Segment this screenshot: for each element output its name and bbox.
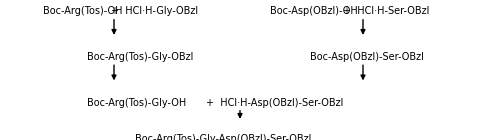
Text: +  HCl·H-Asp(OBzl)-Ser-OBzl: + HCl·H-Asp(OBzl)-Ser-OBzl <box>206 98 344 108</box>
Text: Boc-Arg(Tos)-Gly-OH: Boc-Arg(Tos)-Gly-OH <box>88 98 187 108</box>
Text: +  HCl·H-Gly-OBzl: + HCl·H-Gly-OBzl <box>111 6 198 16</box>
Text: Boc-Arg(Tos)-Gly-OBzl: Boc-Arg(Tos)-Gly-OBzl <box>88 52 194 62</box>
Text: Boc-Asp(OBzl)-OH: Boc-Asp(OBzl)-OH <box>270 6 358 16</box>
Text: +  HCl·H-Ser-OBzl: + HCl·H-Ser-OBzl <box>343 6 430 16</box>
Text: Boc-Asp(OBzl)-Ser-OBzl: Boc-Asp(OBzl)-Ser-OBzl <box>310 52 424 62</box>
Text: Boc-Arg(Tos)-OH: Boc-Arg(Tos)-OH <box>42 6 122 16</box>
Text: Boc-Arg(Tos)-Gly-Asp(OBzl)-Ser-OBzl: Boc-Arg(Tos)-Gly-Asp(OBzl)-Ser-OBzl <box>135 134 312 140</box>
